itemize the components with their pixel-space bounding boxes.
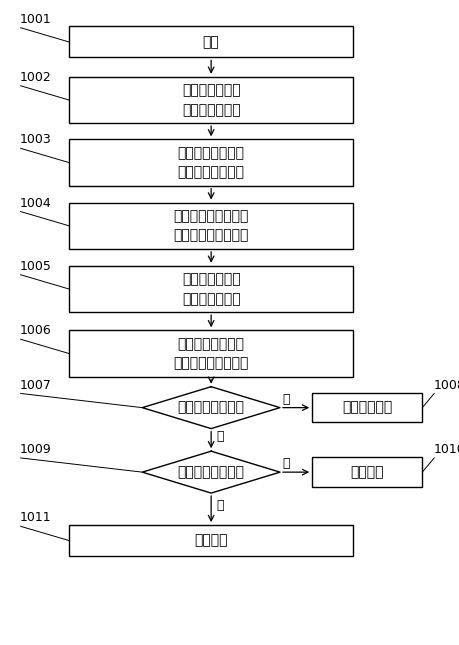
Text: 计算得到电抗器感
抗和电抗率的变化率: 计算得到电抗器感 抗和电抗率的变化率 bbox=[174, 337, 249, 370]
Text: 计算得到电抗器
的感抗和电抗率: 计算得到电抗器 的感抗和电抗率 bbox=[182, 272, 241, 306]
Text: 1004: 1004 bbox=[20, 197, 51, 210]
Text: 是: 是 bbox=[282, 393, 290, 406]
FancyBboxPatch shape bbox=[69, 139, 353, 186]
FancyBboxPatch shape bbox=[69, 525, 353, 556]
Text: 否: 否 bbox=[217, 430, 224, 443]
Text: 1006: 1006 bbox=[20, 324, 51, 337]
Text: 发出跳闸指令: 发出跳闸指令 bbox=[342, 401, 392, 415]
Text: 否: 否 bbox=[217, 499, 224, 512]
FancyBboxPatch shape bbox=[69, 26, 353, 57]
Polygon shape bbox=[142, 387, 280, 428]
Text: 1008: 1008 bbox=[434, 379, 459, 392]
FancyBboxPatch shape bbox=[69, 266, 353, 312]
Text: 继续运行: 继续运行 bbox=[195, 533, 228, 548]
Text: 1005: 1005 bbox=[20, 260, 51, 273]
Text: 测量得到变电站
母线的电压信号: 测量得到变电站 母线的电压信号 bbox=[182, 83, 241, 117]
Polygon shape bbox=[142, 451, 280, 493]
Text: 1007: 1007 bbox=[20, 379, 51, 392]
Text: 是: 是 bbox=[282, 457, 290, 470]
FancyBboxPatch shape bbox=[69, 77, 353, 123]
Text: 开始: 开始 bbox=[203, 35, 219, 49]
Text: 计算得到串联电抗
器的运行电压信号: 计算得到串联电抗 器的运行电压信号 bbox=[178, 146, 245, 179]
Text: 1001: 1001 bbox=[20, 13, 51, 26]
Text: 得到高压并联电容器
成套装置的电流信号: 得到高压并联电容器 成套装置的电流信号 bbox=[174, 209, 249, 243]
FancyBboxPatch shape bbox=[69, 330, 353, 377]
Text: 1003: 1003 bbox=[20, 134, 51, 146]
Text: 声光报警: 声光报警 bbox=[351, 465, 384, 479]
FancyBboxPatch shape bbox=[312, 457, 422, 487]
Text: 是否处于严重状态: 是否处于严重状态 bbox=[178, 401, 245, 415]
Text: 1009: 1009 bbox=[20, 443, 51, 456]
FancyBboxPatch shape bbox=[312, 393, 422, 422]
Text: 是否处于异常状态: 是否处于异常状态 bbox=[178, 465, 245, 479]
FancyBboxPatch shape bbox=[69, 203, 353, 249]
Text: 1010: 1010 bbox=[434, 443, 459, 456]
Text: 1002: 1002 bbox=[20, 71, 51, 84]
Text: 1011: 1011 bbox=[20, 511, 51, 524]
